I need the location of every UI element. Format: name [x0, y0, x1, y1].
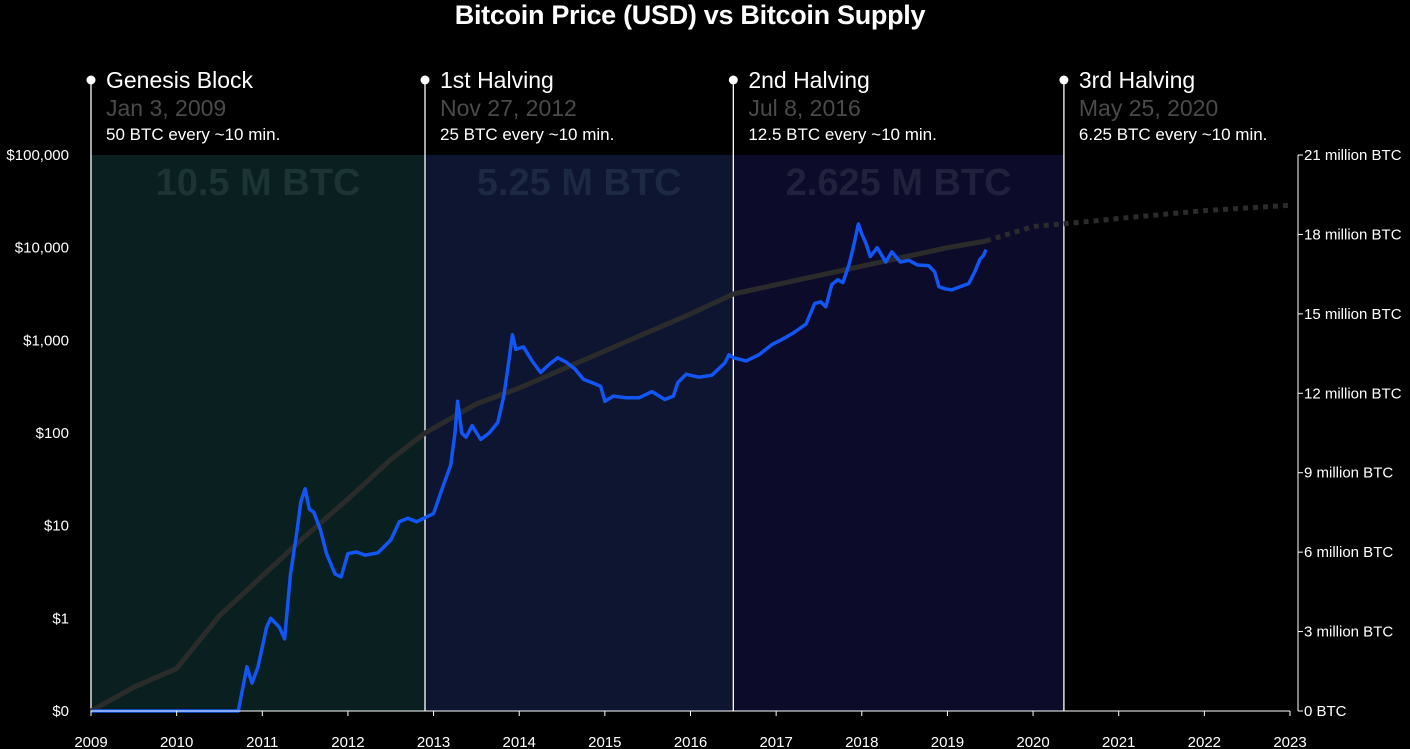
- y-right-tick-label: 0 BTC: [1304, 703, 1347, 720]
- y-right-tick-label: 6 million BTC: [1304, 544, 1393, 561]
- y-right-tick-label: 3 million BTC: [1304, 624, 1393, 641]
- y-left-tick-label: $10,000: [15, 240, 69, 257]
- y-left-tick-label: $1,000: [23, 332, 69, 349]
- event-reward: 50 BTC every ~10 min.: [106, 125, 280, 144]
- y-left-tick-label: $1: [52, 610, 69, 627]
- event-dot: [420, 75, 430, 85]
- y-right-tick-label: 9 million BTC: [1304, 465, 1393, 482]
- event-dot: [728, 75, 738, 85]
- x-tick-label: 2014: [503, 734, 536, 749]
- supply-series-line: [89, 238, 987, 714]
- x-tick-label: 2017: [759, 734, 792, 749]
- era-label: 10.5 M BTC: [156, 162, 361, 204]
- event-name: Genesis Block: [106, 67, 254, 93]
- event-date: Nov 27, 2012: [440, 95, 577, 121]
- supply-line: [89, 202, 1291, 714]
- event-dot: [1059, 75, 1069, 85]
- y-right-tick-label: 12 million BTC: [1304, 385, 1402, 402]
- x-tick-label: 2018: [845, 734, 878, 749]
- price-line: [91, 222, 988, 713]
- era-label: 2.625 M BTC: [786, 162, 1012, 204]
- x-tick-label: 2015: [588, 734, 621, 749]
- x-tick-label: 2019: [931, 734, 964, 749]
- x-tick-label: 2022: [1188, 734, 1221, 749]
- y-left-tick-label: $100,000: [6, 147, 69, 164]
- event-reward: 6.25 BTC every ~10 min.: [1079, 125, 1268, 144]
- x-tick-label: 2023: [1273, 734, 1306, 749]
- y-right-tick-label: 21 million BTC: [1304, 147, 1402, 164]
- event-name: 2nd Halving: [748, 67, 869, 93]
- x-tick-label: 2012: [331, 734, 364, 749]
- supply-projection-line: [985, 202, 1291, 244]
- event-dot: [86, 75, 96, 85]
- event-reward: 12.5 BTC every ~10 min.: [748, 125, 937, 144]
- era-band: [425, 155, 734, 711]
- x-tick-label: 2009: [74, 734, 107, 749]
- event-date: Jan 3, 2009: [106, 95, 226, 121]
- era-label: 5.25 M BTC: [477, 162, 682, 204]
- y-left-tick-label: $0: [52, 703, 69, 720]
- y-left-tick-label: $100: [36, 425, 69, 442]
- x-tick-label: 2011: [246, 734, 278, 749]
- y-right-tick-label: 15 million BTC: [1304, 306, 1402, 323]
- price-series-line: [91, 222, 988, 713]
- event-date: Jul 8, 2016: [748, 95, 861, 121]
- x-tick-label: 2020: [1016, 734, 1049, 749]
- era-band: [733, 155, 1064, 711]
- event-date: May 25, 2020: [1079, 95, 1218, 121]
- y-left-tick-label: $10: [44, 518, 69, 535]
- event-reward: 25 BTC every ~10 min.: [440, 125, 614, 144]
- era-bands: 10.5 M BTC 5.25 M BTC 2.625 M BTC: [91, 155, 1064, 711]
- chart-title: Bitcoin Price (USD) vs Bitcoin Supply: [454, 0, 926, 30]
- x-tick-label: 2016: [674, 734, 707, 749]
- y-right-tick-label: 18 million BTC: [1304, 226, 1402, 243]
- event-name: 1st Halving: [440, 67, 554, 93]
- x-tick-label: 2013: [417, 734, 450, 749]
- event-name: 3rd Halving: [1079, 67, 1195, 93]
- era-band: [91, 155, 426, 711]
- x-tick-label: 2021: [1102, 734, 1135, 749]
- x-tick-label: 2010: [160, 734, 193, 749]
- axes: 2009 2010 2011 2012 2013 2014 2015 2016 2017 2018…: [6, 147, 1401, 749]
